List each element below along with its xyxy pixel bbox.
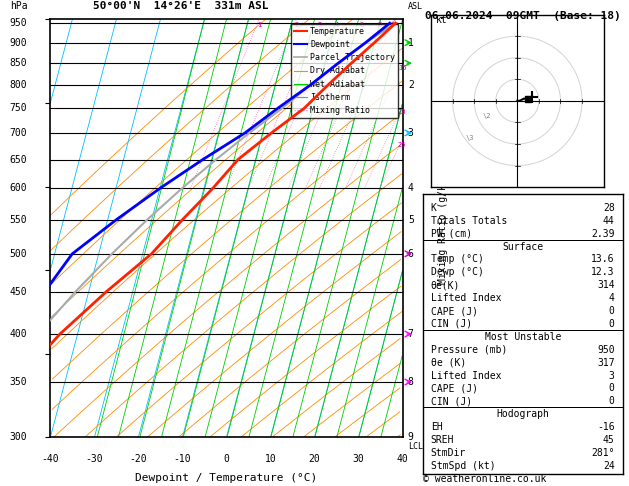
Text: 317: 317 (597, 358, 615, 368)
Text: Pressure (mb): Pressure (mb) (431, 345, 507, 355)
Text: 2.39: 2.39 (591, 228, 615, 239)
Text: 13.6: 13.6 (591, 254, 615, 264)
Text: 9: 9 (408, 433, 414, 442)
Text: Temp (°C): Temp (°C) (431, 254, 484, 264)
Text: 40: 40 (397, 454, 408, 464)
Text: 7: 7 (408, 329, 414, 339)
Text: Mixing Ratio (g/kg): Mixing Ratio (g/kg) (438, 173, 448, 284)
Text: 0: 0 (609, 306, 615, 316)
Text: θe(K): θe(K) (431, 280, 460, 290)
Text: 300: 300 (10, 433, 28, 442)
Text: 2: 2 (294, 21, 299, 28)
Text: 950: 950 (597, 345, 615, 355)
Text: 4: 4 (609, 293, 615, 303)
Text: 400: 400 (10, 329, 28, 339)
Text: 10: 10 (391, 21, 399, 28)
Text: 281°: 281° (591, 448, 615, 458)
Text: CAPE (J): CAPE (J) (431, 383, 477, 394)
Text: 5: 5 (408, 215, 414, 225)
Text: 500: 500 (10, 249, 28, 259)
Text: 3: 3 (408, 128, 414, 138)
Text: 24: 24 (603, 461, 615, 471)
Text: Most Unstable: Most Unstable (484, 332, 561, 342)
Text: 4: 4 (408, 183, 414, 193)
Text: Surface: Surface (502, 242, 543, 252)
Text: 1: 1 (257, 21, 261, 28)
Text: 0: 0 (223, 454, 230, 464)
Text: -30: -30 (86, 454, 103, 464)
Text: 28: 28 (603, 203, 615, 213)
Text: 314: 314 (597, 280, 615, 290)
Text: Hodograph: Hodograph (496, 409, 549, 419)
Text: 550: 550 (10, 215, 28, 225)
Text: CAPE (J): CAPE (J) (431, 306, 477, 316)
Text: 4: 4 (335, 21, 339, 28)
Text: 900: 900 (10, 37, 28, 48)
Text: -20: -20 (130, 454, 147, 464)
Text: SREH: SREH (431, 435, 454, 445)
Text: Dewpoint / Temperature (°C): Dewpoint / Temperature (°C) (135, 473, 318, 483)
Text: 450: 450 (10, 287, 28, 296)
Text: 700: 700 (10, 128, 28, 138)
Text: CIN (J): CIN (J) (431, 319, 472, 329)
Text: 10: 10 (265, 454, 276, 464)
Text: K: K (431, 203, 437, 213)
Text: 20: 20 (398, 109, 406, 115)
Text: PW (cm): PW (cm) (431, 228, 472, 239)
Text: 6: 6 (408, 249, 414, 259)
Text: hPa: hPa (10, 1, 28, 11)
Text: kt: kt (435, 15, 447, 25)
Text: 2: 2 (408, 80, 414, 90)
Text: 6: 6 (360, 21, 364, 28)
Text: 1: 1 (408, 37, 414, 48)
Text: 600: 600 (10, 183, 28, 193)
Text: \3: \3 (465, 135, 474, 140)
Text: 25: 25 (398, 141, 406, 148)
Text: 45: 45 (603, 435, 615, 445)
Text: 30: 30 (353, 454, 364, 464)
Text: 0: 0 (609, 319, 615, 329)
Text: 0: 0 (609, 383, 615, 394)
Text: 3: 3 (318, 21, 322, 28)
Text: 50°00'N  14°26'E  331m ASL: 50°00'N 14°26'E 331m ASL (92, 1, 268, 11)
Text: 12.3: 12.3 (591, 267, 615, 278)
Text: 800: 800 (10, 80, 28, 90)
Text: EH: EH (431, 422, 442, 432)
Text: \2: \2 (483, 113, 491, 119)
Text: Totals Totals: Totals Totals (431, 216, 507, 226)
Text: -16: -16 (597, 422, 615, 432)
Text: CIN (J): CIN (J) (431, 397, 472, 406)
Text: Dewp (°C): Dewp (°C) (431, 267, 484, 278)
Text: km
ASL: km ASL (408, 0, 423, 11)
Text: © weatheronline.co.uk: © weatheronline.co.uk (423, 473, 546, 484)
Text: 0: 0 (609, 397, 615, 406)
Text: 8: 8 (408, 377, 414, 387)
Text: θe (K): θe (K) (431, 358, 466, 368)
Text: 15: 15 (398, 65, 406, 71)
Text: 350: 350 (10, 377, 28, 387)
Text: 06.06.2024  09GMT  (Base: 18): 06.06.2024 09GMT (Base: 18) (425, 11, 620, 21)
Text: 750: 750 (10, 103, 28, 113)
Text: Lifted Index: Lifted Index (431, 371, 501, 381)
Text: StmDir: StmDir (431, 448, 466, 458)
Text: LCL: LCL (408, 442, 423, 451)
Text: 850: 850 (10, 58, 28, 68)
Text: Lifted Index: Lifted Index (431, 293, 501, 303)
Text: -40: -40 (42, 454, 59, 464)
Legend: Temperature, Dewpoint, Parcel Trajectory, Dry Adiabat, Wet Adiabat, Isotherm, Mi: Temperature, Dewpoint, Parcel Trajectory… (291, 24, 398, 118)
Text: -10: -10 (174, 454, 191, 464)
Text: 20: 20 (309, 454, 320, 464)
Text: 950: 950 (10, 18, 28, 28)
Text: 3: 3 (609, 371, 615, 381)
Text: 650: 650 (10, 155, 28, 165)
Text: StmSpd (kt): StmSpd (kt) (431, 461, 495, 471)
Text: 44: 44 (603, 216, 615, 226)
Text: 8: 8 (378, 21, 382, 28)
